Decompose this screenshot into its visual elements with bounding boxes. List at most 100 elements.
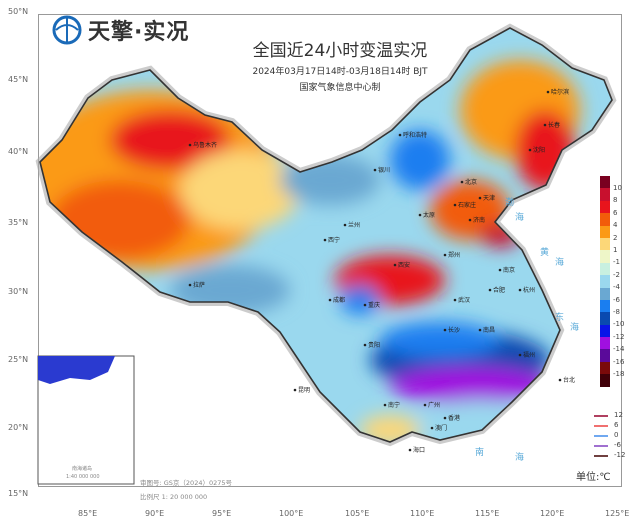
- colorbar-swatch: [600, 312, 610, 325]
- colorbar-swatch: [600, 287, 610, 300]
- city-label: 呼和浩特: [403, 131, 427, 139]
- isoline-legend-item: -6: [594, 442, 621, 449]
- city-label: 拉萨: [193, 281, 205, 289]
- isoline-label: -12: [614, 451, 626, 459]
- city-label: 南京: [503, 266, 515, 274]
- time-range: 2024年03月17日14时-03月18日14时 BJT: [252, 67, 428, 77]
- colorbar-label: 8: [613, 196, 618, 205]
- colorbar-swatch: [600, 188, 610, 201]
- lat-tick: 35°N: [8, 218, 29, 227]
- isoline-label: 12: [614, 411, 623, 419]
- isoline-legend-item: 12: [594, 412, 623, 419]
- city-label: 银川: [378, 166, 390, 174]
- city-dot: [478, 196, 482, 200]
- lat-tick: 15°N: [8, 489, 29, 498]
- isoline-swatch: [594, 424, 608, 427]
- lon-tick: 95°E: [212, 509, 232, 518]
- city-dot: [498, 268, 502, 272]
- city-dot: [518, 288, 522, 292]
- city-label: 哈尔滨: [551, 88, 569, 96]
- colorbar-label: -18: [613, 370, 625, 378]
- city-label: 西安: [398, 261, 410, 269]
- inset-scale: 1:40 000 000: [66, 474, 100, 480]
- city-dot: [460, 180, 464, 184]
- sea-labels: 渤海黄海东海南海: [475, 196, 579, 463]
- sea-label: 南: [475, 446, 484, 458]
- city-dot: [408, 448, 412, 452]
- city-dot: [528, 148, 532, 152]
- city-label: 南宁: [388, 401, 400, 409]
- lat-tick: 25°N: [8, 355, 29, 364]
- colorbar-swatch: [600, 176, 610, 189]
- isoline-swatch: [594, 444, 608, 447]
- sea-label: 黄: [540, 246, 549, 258]
- inset-temperature-field: [38, 356, 115, 384]
- colorbar-swatch: [600, 262, 610, 276]
- colorbar-label: -14: [613, 345, 625, 354]
- city-dot: [383, 403, 387, 407]
- sea-label: 东: [555, 311, 564, 323]
- city-dot: [328, 298, 332, 302]
- city-dot: [188, 143, 192, 147]
- colorbar-label: 10: [613, 184, 622, 192]
- review-number: 审图号: GS京（2024）0275号: [140, 479, 233, 487]
- city-dot: [518, 353, 522, 357]
- city-dot: [558, 378, 562, 382]
- lat-tick: 40°N: [8, 147, 29, 156]
- city-dot: [188, 283, 192, 287]
- lon-tick: 120°E: [540, 509, 565, 518]
- colorbar-label: -4: [613, 283, 620, 292]
- isoline-swatch: [594, 414, 608, 417]
- city-dot: [418, 213, 422, 217]
- lon-tick: 110°E: [410, 509, 435, 518]
- isoline-legend-item: 0: [594, 432, 618, 439]
- colorbar-swatch: [600, 250, 610, 263]
- colorbar-label: 2: [613, 233, 618, 242]
- city-label: 成都: [333, 296, 345, 304]
- city-label: 济南: [473, 216, 485, 224]
- city-label: 西宁: [328, 236, 340, 244]
- colorbar-swatch: [600, 299, 610, 313]
- city-dot: [343, 223, 347, 227]
- logo-text: 天擎·实况: [88, 20, 190, 45]
- city-label: 杭州: [523, 286, 535, 294]
- city-dot: [398, 133, 402, 137]
- colorbar-swatch: [600, 349, 610, 362]
- city-dot: [430, 426, 434, 430]
- city-label: 台北: [563, 376, 575, 384]
- colorbar-swatch: [600, 337, 610, 350]
- city-label: 北京: [465, 178, 477, 186]
- city-label: 沈阳: [533, 146, 545, 154]
- lon-tick: 90°E: [145, 509, 165, 518]
- isoline-label: 0: [614, 431, 619, 439]
- colorbar-swatch: [600, 200, 610, 214]
- isoline-swatch: [594, 434, 608, 437]
- city-dot: [453, 203, 457, 207]
- isoline-legend-item: -12: [594, 452, 625, 459]
- colorbar: [600, 176, 610, 387]
- sea-label: 海: [515, 451, 524, 463]
- city-label: 重庆: [368, 301, 380, 309]
- city-dot: [373, 168, 377, 172]
- colorbar-swatch: [600, 225, 610, 238]
- isoline-label: 6: [614, 421, 619, 429]
- city-dot: [323, 238, 327, 242]
- isoline-label: -6: [614, 441, 621, 449]
- source: 国家气象信息中心制: [299, 83, 381, 93]
- city-label: 长沙: [448, 326, 460, 334]
- colorbar-swatch: [600, 213, 610, 226]
- city-label: 武汉: [458, 296, 470, 304]
- city-dot: [293, 388, 297, 392]
- colorbar-label: 6: [613, 208, 618, 217]
- sea-label: 海: [555, 256, 564, 268]
- city-dot: [546, 90, 550, 94]
- lon-tick: 115°E: [475, 509, 500, 518]
- colorbar-swatch: [600, 275, 610, 288]
- lat-tick: 45°N: [8, 75, 29, 84]
- logo: 天擎·实况: [52, 14, 189, 46]
- city-label: 福州: [523, 351, 535, 359]
- lat-tick: 50°N: [8, 7, 29, 16]
